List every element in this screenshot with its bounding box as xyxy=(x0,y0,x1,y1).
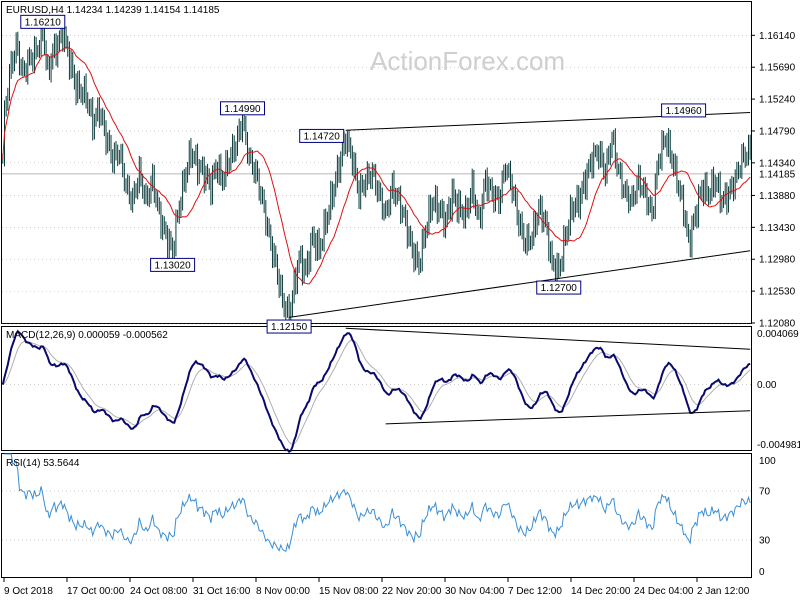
price-level-label: 1.14720 xyxy=(299,128,345,143)
price-level-label-text: 1.14990 xyxy=(224,104,261,115)
macd-y-tick-label: 0.004069 xyxy=(757,329,799,340)
price-y-tick-label: 1.14790 xyxy=(759,126,796,137)
rsi-y-tick-label: 100 xyxy=(759,456,776,467)
price-level-label: 1.12700 xyxy=(536,280,582,295)
macd-upper-trend-line xyxy=(345,327,751,350)
current-price-tag: 1.14185 xyxy=(753,167,799,180)
x-tick-label: 14 Dec 20:00 xyxy=(571,586,631,597)
rsi-panel-title: RSI(14) 53.5644 xyxy=(6,458,80,469)
rsi-y-tick-label: 70 xyxy=(759,486,771,497)
macd-signal-line xyxy=(2,339,751,445)
current-price-label: 1.14185 xyxy=(759,169,796,180)
price-level-label-text: 1.16210 xyxy=(25,17,62,28)
price-y-tick-label: 1.13430 xyxy=(759,223,796,234)
price-level-label: 1.16210 xyxy=(20,14,66,29)
price-level-label-text: 1.13020 xyxy=(155,260,192,271)
price-y-tick-label: 1.12980 xyxy=(759,255,796,266)
macd-panel-title: MACD(12,26,9) 0.000059 -0.000562 xyxy=(6,330,168,341)
x-tick-label: 8 Nov 00:00 xyxy=(256,586,310,597)
lower-trend-line xyxy=(289,250,751,318)
x-tick-label: 15 Nov 08:00 xyxy=(319,586,379,597)
price-level-label: 1.14960 xyxy=(661,103,707,118)
price-y-tick-label: 1.14340 xyxy=(759,158,796,169)
rsi-panel xyxy=(1,453,752,578)
macd-y-tick-label: -0.004981 xyxy=(757,440,800,451)
price-panel-title: EURUSD,H4 1.14234 1.14239 1.14154 1.1418… xyxy=(6,5,220,16)
x-tick-label: 17 Oct 00:00 xyxy=(67,586,125,597)
x-tick-label: 24 Dec 04:00 xyxy=(634,586,694,597)
rsi-y-tick-label: 30 xyxy=(759,536,771,547)
price-level-label-text: 1.12700 xyxy=(541,283,578,294)
x-tick-label: 30 Nov 04:00 xyxy=(445,586,505,597)
macd-y-tick-label: 0.00 xyxy=(757,380,777,391)
x-tick-label: 7 Dec 12:00 xyxy=(508,586,562,597)
x-tick-label: 22 Nov 20:00 xyxy=(382,586,442,597)
price-level-label-text: 1.14960 xyxy=(666,106,703,117)
price-y-tick-label: 1.15690 xyxy=(759,63,796,74)
macd-line xyxy=(1,329,751,454)
x-tick-label: 24 Oct 08:00 xyxy=(130,586,188,597)
price-level-label: 1.13020 xyxy=(150,257,196,272)
watermark: ActionForex.com xyxy=(370,46,565,76)
moving-average-line xyxy=(2,46,751,285)
rsi-y-tick-label: 0 xyxy=(759,567,765,578)
price-y-tick-label: 1.12530 xyxy=(759,287,796,298)
macd-lower-trend-line xyxy=(385,410,751,425)
price-y-tick-label: 1.12080 xyxy=(759,319,796,330)
price-y-tick-label: 1.16140 xyxy=(759,31,796,42)
macd-panel xyxy=(1,326,752,451)
price-level-label: 1.14990 xyxy=(220,101,266,116)
price-level-label-text: 1.12150 xyxy=(271,322,308,333)
price-y-tick-label: 1.13880 xyxy=(759,191,796,202)
x-tick-label: 2 Jan 12:00 xyxy=(697,586,750,597)
price-y-tick-label: 1.15240 xyxy=(759,95,796,106)
price-level-label-text: 1.14720 xyxy=(304,131,341,142)
rsi-line xyxy=(4,453,751,552)
x-tick-label: 31 Oct 16:00 xyxy=(193,586,251,597)
x-tick-label: 9 Oct 2018 xyxy=(4,586,53,597)
price-level-label: 1.12150 xyxy=(266,319,312,334)
